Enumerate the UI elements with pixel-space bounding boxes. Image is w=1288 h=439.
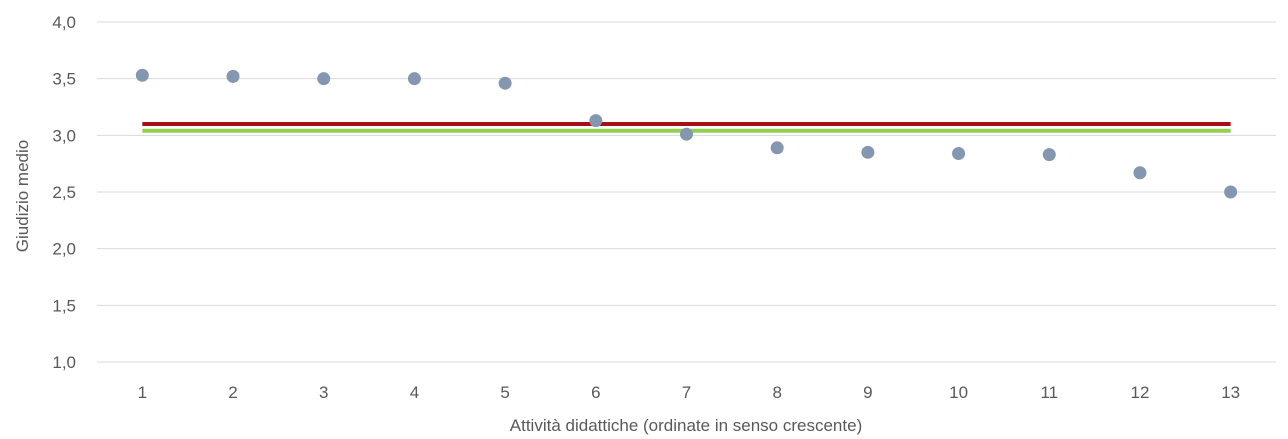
x-tick-label: 2 bbox=[228, 383, 237, 402]
data-point bbox=[861, 145, 875, 159]
x-tick-label: 7 bbox=[682, 383, 691, 402]
x-tick-label: 12 bbox=[1131, 383, 1150, 402]
data-points bbox=[135, 68, 1238, 199]
y-tick-label: 1,5 bbox=[52, 296, 76, 315]
data-point bbox=[680, 127, 693, 141]
data-point bbox=[952, 146, 966, 160]
x-tick-label: 5 bbox=[500, 383, 509, 402]
y-tick-label: 2,5 bbox=[52, 183, 76, 202]
x-tick-label: 4 bbox=[410, 383, 419, 402]
x-axis-ticks: 1 2 3 4 5 6 7 8 9 10 11 12 13 bbox=[138, 383, 1241, 402]
y-tick-label: 4,0 bbox=[52, 13, 76, 32]
y-tick-label: 3,5 bbox=[52, 70, 76, 89]
x-tick-label: 11 bbox=[1040, 383, 1058, 402]
x-tick-label: 13 bbox=[1221, 383, 1240, 402]
data-point bbox=[135, 68, 149, 82]
x-tick-label: 8 bbox=[772, 383, 781, 402]
data-point bbox=[498, 76, 512, 90]
data-point bbox=[226, 69, 240, 83]
x-tick-label: 3 bbox=[319, 383, 328, 402]
x-axis-title: Attività didattiche (ordinate in senso c… bbox=[510, 416, 862, 435]
grid-lines bbox=[97, 21, 1276, 363]
x-tick-label: 6 bbox=[591, 383, 600, 402]
y-axis-title: Giudizio medio bbox=[13, 140, 32, 252]
x-tick-label: 10 bbox=[949, 383, 968, 402]
y-axis-ticks: 1,0 1,5 2,0 2,5 3,0 3,5 4,0 bbox=[52, 13, 76, 372]
data-point bbox=[589, 114, 603, 128]
data-point bbox=[407, 72, 421, 86]
data-point bbox=[770, 141, 784, 155]
data-point bbox=[1042, 148, 1056, 162]
data-point bbox=[1133, 166, 1147, 180]
data-point bbox=[1224, 185, 1238, 199]
x-tick-label: 9 bbox=[863, 383, 872, 402]
data-point bbox=[317, 72, 331, 86]
y-tick-label: 2,0 bbox=[52, 240, 76, 259]
x-tick-label: 1 bbox=[138, 383, 147, 402]
y-tick-label: 1,0 bbox=[52, 353, 76, 372]
y-tick-label: 3,0 bbox=[52, 126, 76, 145]
